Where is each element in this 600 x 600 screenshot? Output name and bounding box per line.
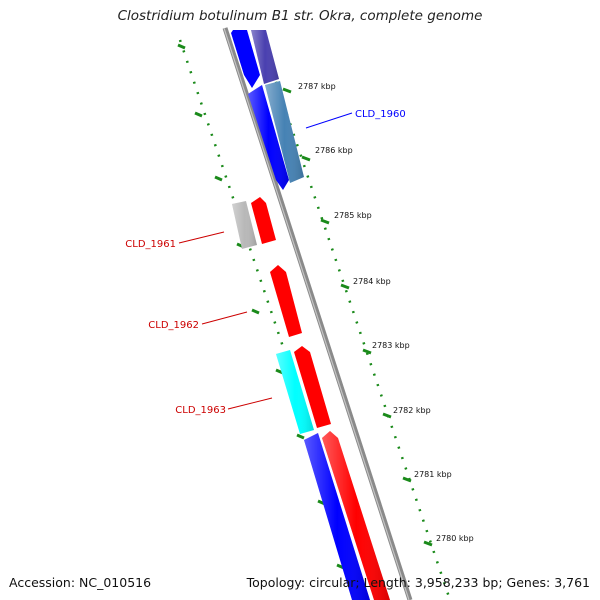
label-leader-cld-1962 (201, 311, 248, 325)
scale-label: 2782 kbp (393, 406, 431, 415)
feature-label-cld-1963: CLD_1963 (175, 405, 226, 416)
accession-text: Accession: NC_010516 (9, 575, 152, 590)
genome-backbone (222, 27, 413, 600)
outer-major-ticks (282, 87, 433, 547)
cds-red-1962 (270, 265, 302, 337)
label-leader-cld-1960 (305, 112, 353, 129)
feature-label-cld-1960: CLD_1960 (355, 109, 406, 120)
scale-label: 2785 kbp (334, 211, 372, 220)
scale-label: 2784 kbp (353, 277, 391, 286)
label-leader-cld-1963 (227, 397, 273, 410)
scale-label: 2780 kbp (436, 534, 474, 543)
cds-steelblue-shade (265, 81, 304, 183)
cds-blue-top (231, 30, 260, 88)
scale-label: 2787 kbp (298, 82, 336, 91)
scale-label: 2783 kbp (372, 341, 410, 350)
cds-cyan-shade (276, 350, 314, 434)
cds-red-1961 (251, 197, 276, 244)
cds-purple-shade (251, 30, 279, 84)
genome-backbone-highlight (223, 27, 410, 600)
cds-red-1963 (294, 346, 331, 428)
scale-label: 2781 kbp (414, 470, 452, 479)
cds-blue-shade (248, 85, 289, 190)
cds-blue-bottom-shade (304, 433, 370, 600)
map-title: Clostridium botulinum B1 str. Okra, comp… (117, 8, 483, 24)
cds-grey-shade (232, 201, 257, 249)
feature-label-cld-1962: CLD_1962 (148, 320, 199, 331)
scale-label: 2786 kbp (315, 146, 353, 155)
genome-summary-text: Topology: circular; Length: 3,958,233 bp… (246, 575, 590, 590)
label-leader-cld-1961 (178, 231, 225, 244)
feature-label-cld-1961: CLD_1961 (125, 239, 176, 250)
cds-red-bottom-shade (322, 431, 390, 600)
